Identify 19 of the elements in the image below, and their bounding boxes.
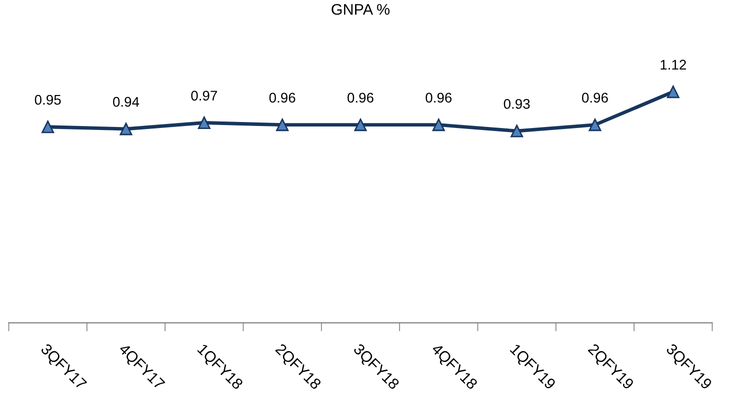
point — [120, 122, 132, 136]
data-label: 0.96 — [348, 92, 374, 103]
point — [588, 118, 602, 132]
data-label: 0.96 — [426, 92, 452, 103]
data-label: 0.93 — [504, 98, 530, 109]
point — [354, 118, 367, 132]
point — [198, 116, 210, 130]
chart-title: GNPA % — [332, 4, 390, 15]
data-label: 0.94 — [113, 96, 140, 107]
data-label: 0.96 — [582, 92, 608, 103]
point — [510, 124, 524, 138]
point — [666, 86, 680, 98]
data-label: 0.96 — [269, 92, 296, 103]
point — [432, 118, 445, 132]
data-label: 1.12 — [660, 60, 686, 70]
data-label: 0.97 — [191, 90, 217, 101]
point — [42, 120, 54, 134]
point — [276, 118, 289, 132]
data-label: 0.95 — [34, 94, 61, 105]
